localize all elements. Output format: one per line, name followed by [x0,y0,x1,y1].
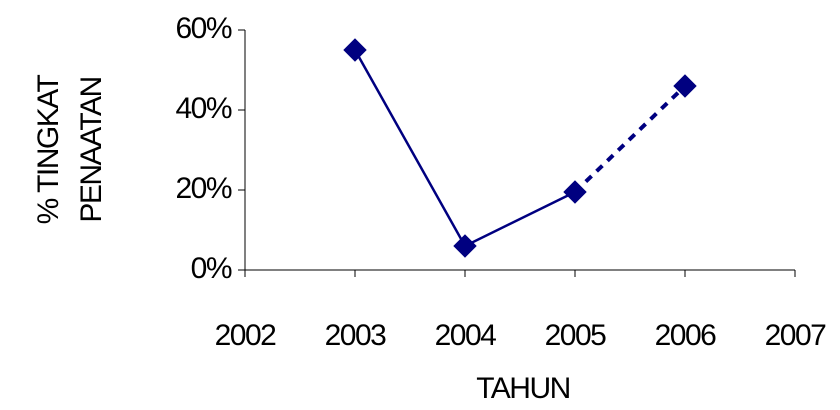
data-markers [344,39,696,257]
y-axis-title-line-2: PENAATAN [75,77,108,222]
x-tick-label: 2007 [765,319,827,352]
data-point-marker [344,39,366,61]
series-line-1 [355,50,575,246]
x-tick-label: 2003 [325,319,387,352]
series-line-2 [575,86,685,192]
y-tick-label: 60% [175,12,231,45]
x-axis-title: TAHUN [476,372,570,405]
y-tick-label: 0% [191,252,232,285]
data-point-marker [564,181,586,203]
y-axis-title-line-1: % TINGKAT [32,74,65,224]
y-tick-label: 20% [175,172,231,205]
x-tick-label: 2006 [655,319,717,352]
y-tick-label: 40% [175,92,231,125]
y-axis-title: % TINGKAT PENAATAN [32,74,108,224]
series-lines [355,50,685,246]
x-tick-label: 2002 [215,319,277,352]
x-tick-label: 2004 [435,319,497,352]
x-tick-label: 2005 [545,319,607,352]
data-point-marker [454,235,476,257]
axes: 0% 20% 40% 60% 2002 2003 2004 2005 2006 2007 [175,12,826,352]
